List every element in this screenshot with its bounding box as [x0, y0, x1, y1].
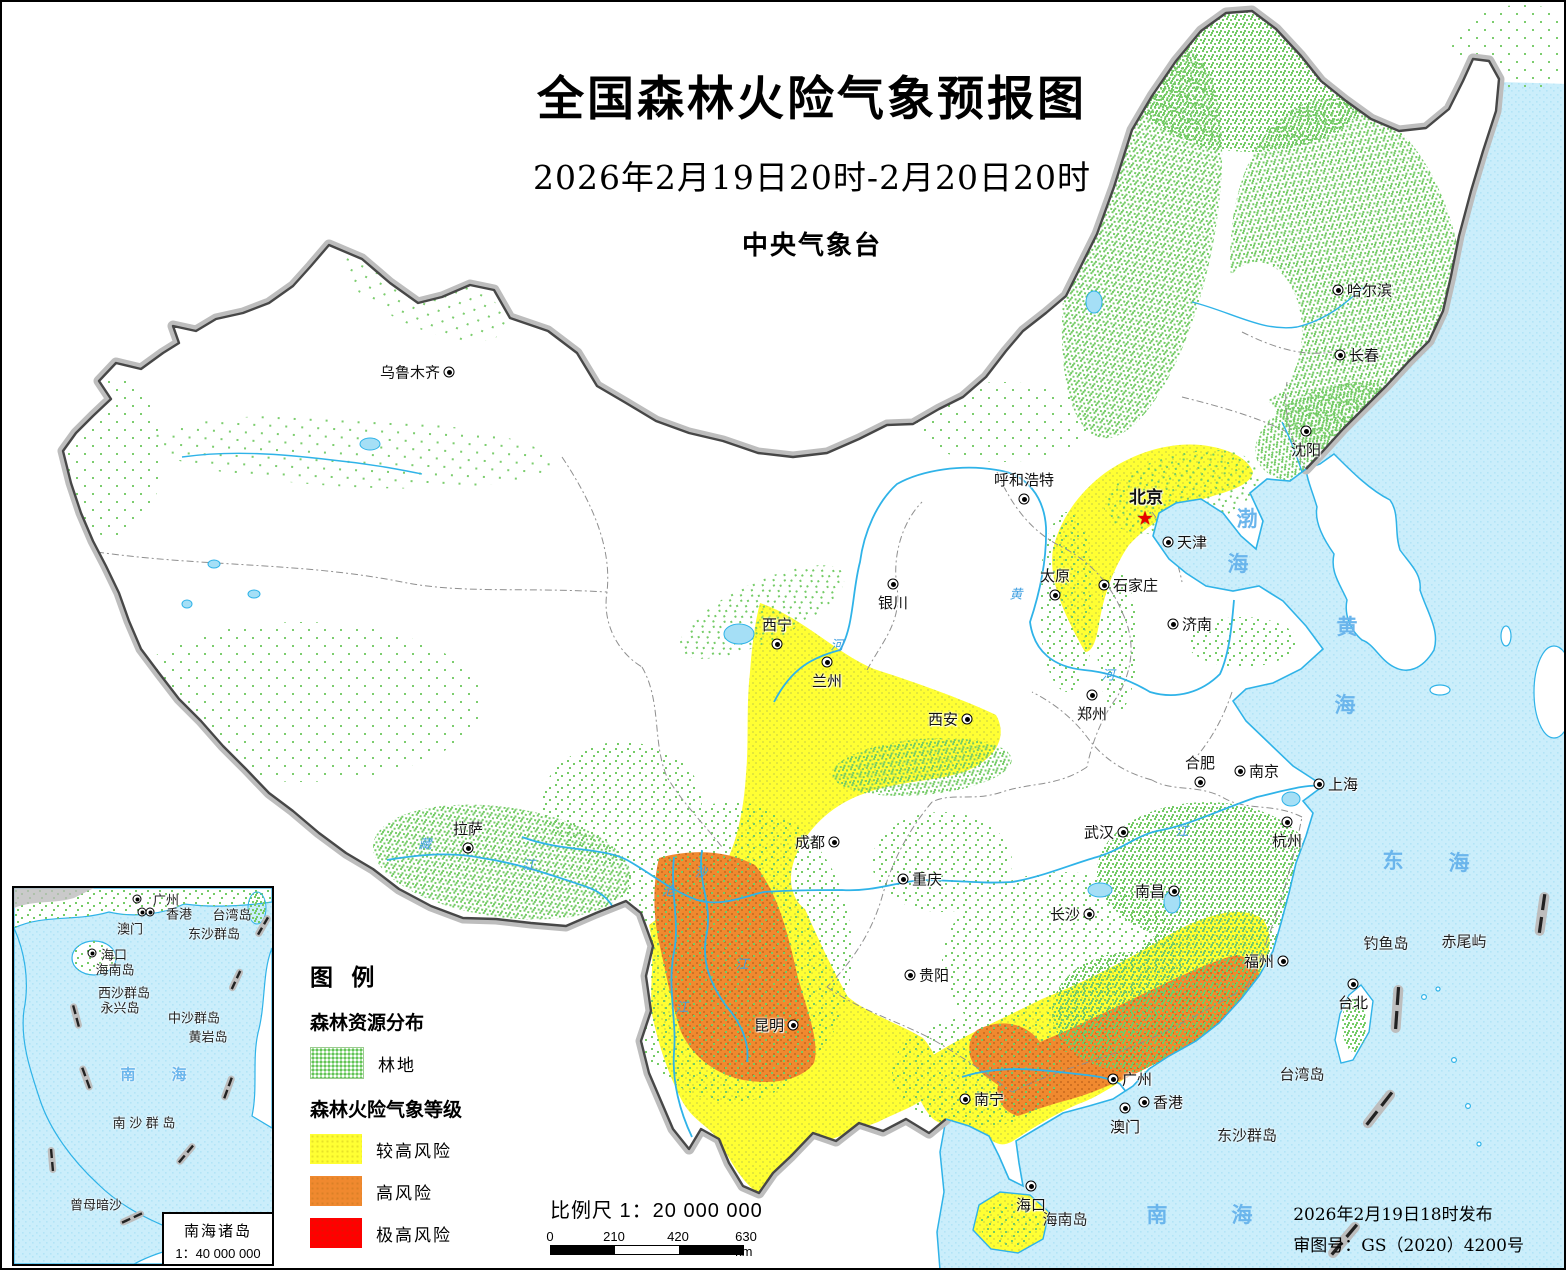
inset-title: 南海诸岛 — [183, 1223, 252, 1240]
page-title: 全国森林火险气象预报图 — [537, 72, 1087, 127]
release-info: 2026年2月19日18时发布 审图号：GS（2020）4200号 — [1293, 1200, 1524, 1261]
legend-title: 图 例 — [310, 964, 381, 990]
release-time: 2026年2月19日18时发布 — [1293, 1205, 1493, 1225]
legend-risk-section: 森林火险气象等级 — [310, 1100, 463, 1121]
scale-bar: 比例尺 1：20 000 000 0 210 420 630 km — [546, 1194, 790, 1259]
legend-forest-section: 森林资源分布 — [310, 1013, 425, 1034]
risk-moderate-label: 较高风险 — [376, 1141, 452, 1161]
agency-name: 中央气象台 — [741, 230, 882, 260]
inset-dash-segments — [47, 915, 271, 1226]
forest-swatch-label: 林地 — [378, 1055, 416, 1075]
scale-ticks: 0 210 420 630 km — [546, 1229, 756, 1259]
inset-map-graphic — [13, 887, 273, 1265]
title-block: 全国森林火险气象预报图 2026年2月19日20时-2月20日20时 中央气象台 — [422, 60, 1202, 262]
scale-tick: 0 — [546, 1229, 554, 1244]
scale-label: 比例尺 1：20 000 000 — [550, 1200, 763, 1222]
scale-bar-graphic — [550, 1245, 744, 1255]
forest-swatch — [310, 1047, 364, 1079]
province-boundary-layer — [96, 331, 1333, 1093]
risk-extreme-label: 极高风险 — [376, 1225, 452, 1245]
legend: 图 例 森林资源分布 林地 森林火险气象等级 较高风险 高风险 极高风险 — [310, 958, 540, 1248]
risk-moderate-swatch — [310, 1134, 362, 1164]
lake-layer — [181, 290, 1301, 914]
maritime-boundary-segments — [1328, 892, 1550, 1259]
forecast-period: 2026年2月19日20时-2月20日20时 — [532, 158, 1092, 197]
risk-high-swatch — [310, 1176, 362, 1206]
inset-name-box: 南海诸岛 1：40 000 000 — [162, 1212, 272, 1264]
scale-tick: 420 — [667, 1229, 689, 1244]
scale-tick: 210 — [603, 1229, 625, 1244]
korea-peninsula — [1305, 453, 1437, 671]
inset-scale: 1：40 000 000 — [175, 1246, 261, 1261]
river-layer — [181, 286, 1365, 1138]
risk-high-label: 高风险 — [376, 1183, 433, 1203]
risk-extreme-swatch — [310, 1218, 362, 1248]
map-approval-number: 审图号：GS（2020）4200号 — [1293, 1235, 1524, 1256]
south-china-sea-inset: 广州 香港 澳门 台湾岛 东沙群岛 海口 海南岛 西沙群岛 永兴岛 中沙群岛 黄岩岛南海南 沙 群 … — [12, 886, 274, 1266]
